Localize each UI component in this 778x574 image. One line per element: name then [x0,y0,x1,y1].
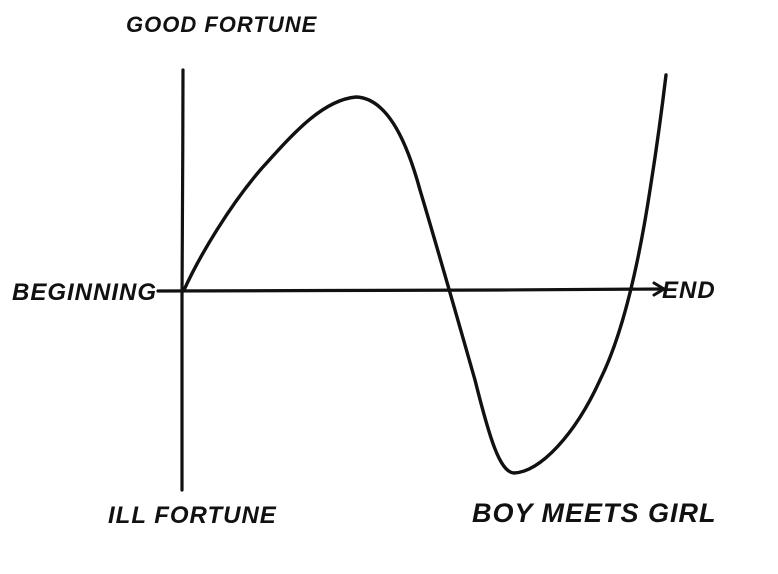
time-axis-arrowhead [652,281,667,297]
time-axis [156,287,664,293]
fortune-axis [180,68,185,492]
ill-fortune-label: ILL FORTUNE [108,502,277,529]
end-label: END [662,277,716,304]
boy-meets-girl-label: BOY MEETS GIRL [472,498,717,528]
beginning-label: BEGINNING [12,279,157,306]
story-curve [182,73,668,475]
good-fortune-label: GOOD FORTUNE [126,12,318,37]
